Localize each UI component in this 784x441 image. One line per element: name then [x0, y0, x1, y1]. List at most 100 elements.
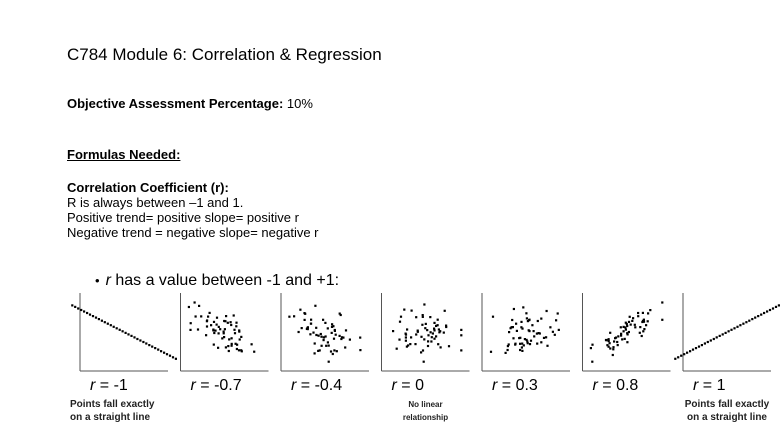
panel-4-point	[551, 330, 554, 333]
figure-header-bullet: •	[95, 273, 100, 288]
panel-3-note-line: No linear	[408, 400, 442, 409]
panel-2-point	[326, 341, 329, 344]
panel-1-r-value: = -0.7	[196, 377, 242, 394]
panel-5-point	[624, 328, 627, 331]
panel-4-point	[537, 332, 540, 335]
panel-2-point	[318, 349, 321, 352]
panel-6-point	[715, 336, 718, 339]
panel-6-point	[771, 307, 775, 310]
panel-2-point	[333, 349, 336, 352]
panel-0-point	[100, 319, 103, 322]
panel-3-point	[429, 316, 432, 319]
panel-4-point	[553, 333, 556, 336]
panel-2-point	[335, 350, 338, 353]
panel-6-r-label: r = 1	[693, 377, 726, 394]
panel-6-point	[680, 354, 683, 357]
panel-6-point	[733, 327, 736, 330]
panel-1-point	[212, 320, 216, 323]
panel-5-point	[633, 323, 636, 326]
panel-3-point	[447, 345, 451, 348]
panel-1-point	[227, 345, 230, 348]
panel-3-point	[398, 338, 401, 341]
panel-1-point	[205, 325, 209, 328]
panel-4-point	[527, 329, 530, 332]
panel-2-point	[299, 308, 302, 311]
panel-6-point	[724, 331, 727, 334]
panel-5-point	[608, 342, 611, 345]
panel-1-point	[212, 329, 215, 332]
objective-assessment: Objective Assessment Percentage: 10%	[67, 96, 313, 111]
panel-3-point	[426, 329, 429, 332]
panel-5-point	[624, 326, 627, 329]
panel-4-point	[535, 332, 538, 335]
panel-5-point	[627, 320, 631, 323]
panel-6-point	[677, 356, 680, 359]
panel-2-point	[319, 332, 322, 336]
panel-5-point	[643, 328, 646, 331]
panel-0-point	[124, 331, 127, 334]
panel-3-point	[445, 325, 448, 329]
panel-4-point	[542, 336, 546, 339]
panel-6-point	[694, 347, 698, 350]
panel-1-point	[219, 328, 222, 331]
panel-3-point	[436, 318, 439, 321]
panel-3-point	[427, 334, 430, 337]
correlation-line-2: Positive trend= positive slope= positive…	[67, 210, 299, 225]
panel-6-point	[700, 344, 703, 347]
panel-2-point	[297, 330, 300, 334]
panel-4-point	[528, 343, 532, 346]
panel-3-point	[421, 314, 424, 317]
panel-3-point	[399, 315, 403, 318]
panel-2-point	[332, 325, 335, 328]
panel-6-point	[760, 313, 763, 316]
panel-6-point	[712, 337, 715, 341]
panel-4-point	[511, 318, 514, 322]
panel-2-point	[322, 318, 325, 321]
panel-4-point	[510, 326, 513, 329]
panel-2-point	[315, 326, 318, 329]
panel-1-r-symbol: r	[191, 377, 197, 394]
panel-5-point	[639, 326, 642, 329]
panel-5-point	[641, 311, 644, 314]
panel-1-point	[215, 316, 219, 319]
panel-3-point	[435, 324, 438, 327]
panel-4-r-value: = 0.3	[497, 377, 538, 394]
panel-5-point	[632, 317, 635, 320]
panel-5-point	[607, 338, 610, 341]
panel-0-point	[115, 327, 118, 330]
panel-3-point	[422, 360, 425, 363]
panel-0-point	[165, 353, 169, 356]
panel-2-point	[313, 342, 316, 345]
panel-0-point	[112, 325, 115, 328]
panel-2-point	[334, 333, 337, 336]
panel-6-point	[751, 318, 754, 321]
panel-5-point	[616, 340, 619, 344]
panel-4-point	[506, 348, 509, 352]
panel-2-point	[324, 335, 327, 338]
panel-2-point	[331, 352, 334, 356]
panel-5-point	[634, 326, 637, 329]
panel-4-point	[538, 332, 541, 335]
panel-0-point	[151, 345, 154, 348]
panel-4-point	[511, 326, 514, 329]
panel-4-point	[526, 342, 529, 345]
panel-1-point	[210, 324, 213, 327]
correlation-scatter-svg: • r has a value between -1 and +1: r = -1…	[70, 272, 780, 423]
panel-2-point	[324, 321, 327, 324]
panel-3-point	[414, 343, 417, 346]
panel-1-point	[235, 325, 238, 328]
panel-1-point	[232, 314, 235, 317]
panel-3-point	[421, 323, 424, 326]
panel-2-point	[342, 336, 345, 339]
panel-1-point	[189, 328, 192, 331]
panel-4-point	[519, 342, 522, 345]
correlation-heading: Correlation Coefficient (r):	[67, 180, 229, 195]
panel-4-point	[529, 339, 533, 342]
document-title: C784 Module 6: Correlation & Regression	[67, 45, 382, 64]
panel-2-point	[348, 338, 351, 341]
panel-5-point	[612, 346, 615, 349]
panel-1-point	[207, 315, 210, 318]
panel-5-r-symbol: r	[593, 377, 599, 394]
panel-0-point	[168, 354, 172, 357]
panel-1-point	[240, 349, 243, 352]
